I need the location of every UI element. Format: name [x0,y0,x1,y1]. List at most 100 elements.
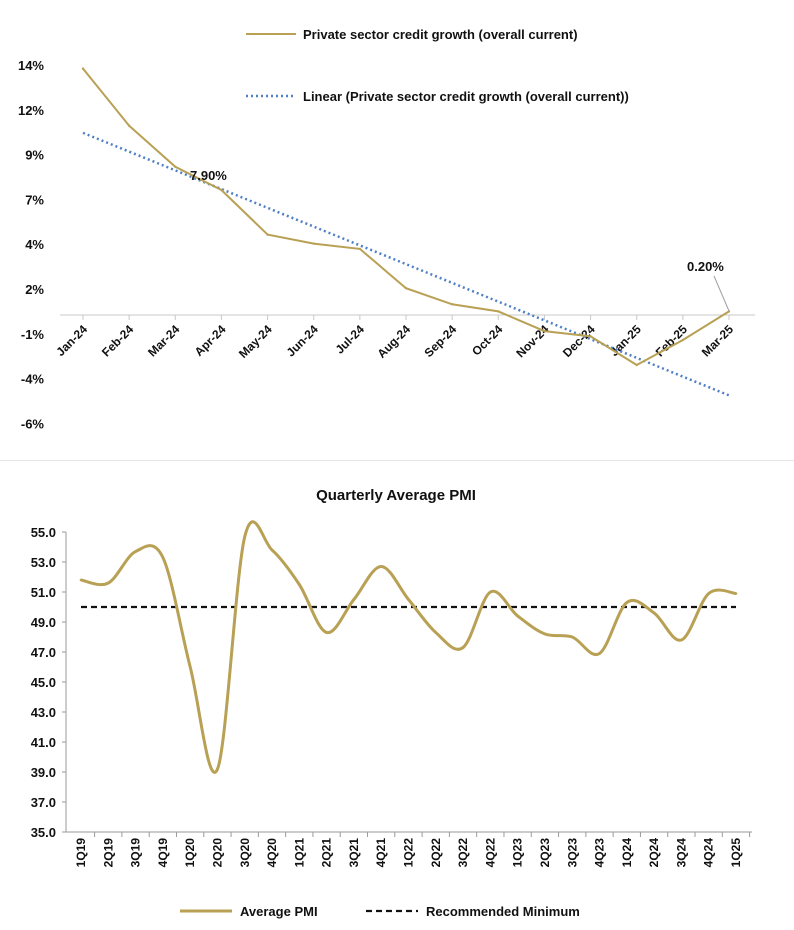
credit-y-tick-label: -4% [21,372,45,387]
pmi-x-axis-ticks: 1Q19 2Q19 3Q19 4Q19 1Q20 2Q20 3Q20 4Q20 1Q21 2Q21… [74,832,751,868]
pmi-x-tick-label: 4Q22 [483,838,497,868]
average-pmi-points [79,535,738,771]
credit-growth-line [82,67,730,367]
pmi-x-tick-label: 3Q24 [674,838,688,868]
credit-growth-point [81,67,85,70]
average-pmi-point [270,548,274,552]
pmi-y-tick-label: 53.0 [31,555,56,570]
average-pmi-point [325,631,328,634]
pmi-x-tick-label: 3Q23 [565,838,579,868]
credit-growth-point [497,310,500,313]
pmi-x-tick-label: 3Q22 [456,838,470,868]
credit-y-tick-label: 9% [25,148,44,163]
credit-x-tick-label: Jan-24 [53,322,90,359]
credit-growth-point [174,165,177,168]
pmi-chart: Quarterly Average PMI 55.0 53.0 51.0 49.0 47… [31,487,752,919]
pmi-legend: Average PMI Recommended Minimum [180,904,580,919]
pmi-x-tick-label: 1Q23 [511,838,525,868]
pmi-y-tick-label: 43.0 [31,705,56,720]
pmi-y-tick-label: 47.0 [31,645,56,660]
average-pmi-point [79,578,83,582]
credit-y-tick-label: 2% [25,282,44,297]
legend-label-credit-growth: Private sector credit growth (overall cu… [303,27,578,42]
average-pmi-line [80,520,737,774]
credit-growth-point [358,247,362,251]
credit-y-tick-label: -1% [21,327,45,342]
pmi-x-tick-label: 1Q24 [620,838,634,868]
credit-x-tick-label: Feb-24 [99,322,136,359]
credit-x-tick-label: Mar-24 [145,322,182,359]
pmi-x-tick-label: 1Q25 [729,838,743,868]
average-pmi-point [161,556,165,559]
legend-label-linear-trend: Linear (Private sector credit growth (ov… [303,89,629,104]
pmi-x-tick-label: 3Q20 [238,838,252,868]
credit-growth-point [543,329,546,333]
legend-label-recommended-minimum: Recommended Minimum [426,904,580,919]
average-pmi-point [734,592,738,595]
credit-x-tick-label: Jun-24 [284,322,321,359]
average-pmi-point [352,598,356,601]
pmi-x-tick-label: 3Q19 [129,838,143,868]
pmi-y-tick-label: 51.0 [31,585,56,600]
pmi-x-tick-label: 4Q23 [593,838,607,868]
pmi-x-tick-label: 1Q21 [292,838,306,868]
pmi-x-tick-label: 2Q24 [647,838,661,868]
credit-growth-point [635,363,638,367]
pmi-y-axis-ticks: 55.0 53.0 51.0 49.0 47.0 45.0 43.0 41.0 39.0 37.0… [31,525,66,840]
pmi-y-tick-label: 35.0 [31,825,56,840]
average-pmi-point [216,767,219,771]
credit-growth-chart: Private sector credit growth (overall cu… [18,27,755,431]
pmi-x-tick-label: 1Q20 [183,838,197,868]
credit-x-tick-label: May-24 [236,322,275,361]
pmi-x-tick-label: 2Q22 [429,838,443,868]
pmi-x-tick-label: 4Q19 [156,838,170,868]
average-pmi-point [543,632,547,636]
average-pmi-point [434,631,438,634]
pmi-x-tick-label: 2Q20 [210,838,224,868]
chart-divider [0,460,794,461]
pmi-y-tick-label: 37.0 [31,795,56,810]
average-pmi-point [407,598,410,601]
pmi-x-tick-label: 2Q23 [538,838,552,868]
pmi-y-tick-label: 41.0 [31,735,56,750]
pmi-x-tick-label: 1Q22 [402,838,416,868]
annotation-mar25: 0.20% [687,259,724,274]
average-pmi-point [680,638,683,642]
annotation-mar24: 7.90% [190,168,227,183]
credit-x-tick-label: Apr-24 [192,322,229,359]
credit-growth-point [404,287,408,290]
credit-growth-points [81,67,731,367]
pmi-x-tick-label: 3Q21 [347,838,361,868]
pmi-x-tick-label: 2Q21 [320,838,334,868]
credit-y-tick-label: 12% [18,103,44,118]
average-pmi-point [298,583,301,586]
pmi-y-tick-label: 45.0 [31,675,56,690]
pmi-y-tick-label: 55.0 [31,525,56,540]
credit-growth-point [266,233,269,236]
credit-y-tick-label: -6% [21,416,45,431]
average-pmi-point [243,535,247,538]
credit-x-tick-label: Jul-24 [333,322,368,357]
average-pmi-point [625,601,629,604]
pmi-chart-title: Quarterly Average PMI [316,487,476,504]
credit-growth-point [127,124,131,127]
pmi-x-tick-label: 4Q24 [702,838,716,868]
average-pmi-point [652,611,656,615]
average-pmi-point [516,614,519,618]
average-pmi-point [106,581,110,585]
credit-growth-point [589,335,592,338]
linear-trend-line [82,131,730,397]
credit-y-tick-label: 4% [25,237,44,252]
pmi-x-tick-label: 1Q19 [74,838,88,868]
pmi-x-tick-label: 2Q19 [101,838,115,868]
credit-growth-point [312,242,315,245]
pmi-x-tick-label: 4Q20 [265,838,279,868]
average-pmi-point [598,652,601,655]
average-pmi-point [188,665,192,669]
credit-x-tick-label: Nov-24 [513,322,551,360]
credit-growth-point [220,188,223,192]
average-pmi-point [134,550,137,553]
pmi-y-tick-label: 49.0 [31,615,56,630]
credit-y-tick-label: 7% [25,192,44,207]
average-pmi-point [379,565,383,568]
